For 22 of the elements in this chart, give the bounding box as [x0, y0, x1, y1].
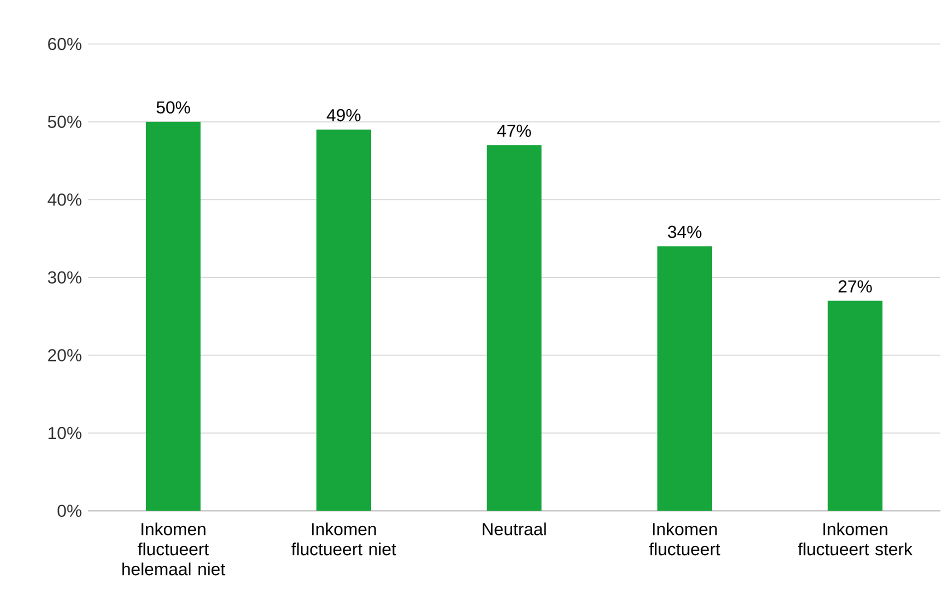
bar: [316, 130, 372, 511]
y-tick-label: 50%: [48, 116, 82, 128]
data-label: 47%: [497, 124, 531, 137]
x-tick-label: Inkomen fluctueert helemaal niet: [122, 522, 226, 576]
data-label: 49%: [326, 109, 360, 122]
x-tick-label: Inkomen fluctueert niet: [291, 522, 396, 556]
y-tick-label: 30%: [48, 271, 82, 284]
x-tick-label: Inkomen fluctueert: [649, 522, 720, 556]
y-tick-label: 20%: [48, 349, 82, 362]
data-label: 34%: [668, 226, 702, 238]
y-tick-label: 60%: [48, 38, 82, 50]
bar: [828, 300, 882, 511]
x-tick-label: Neutraal: [482, 522, 546, 536]
y-tick-label: 10%: [48, 426, 82, 440]
bar: [657, 246, 712, 511]
data-label: 27%: [838, 280, 872, 293]
bar: [486, 145, 542, 511]
x-tick-label: Inkomen fluctueert sterk: [798, 522, 912, 556]
data-label: 50%: [156, 101, 190, 114]
bar: [146, 122, 201, 511]
y-tick-label: 40%: [48, 194, 82, 206]
y-tick-label: 0%: [58, 504, 82, 518]
